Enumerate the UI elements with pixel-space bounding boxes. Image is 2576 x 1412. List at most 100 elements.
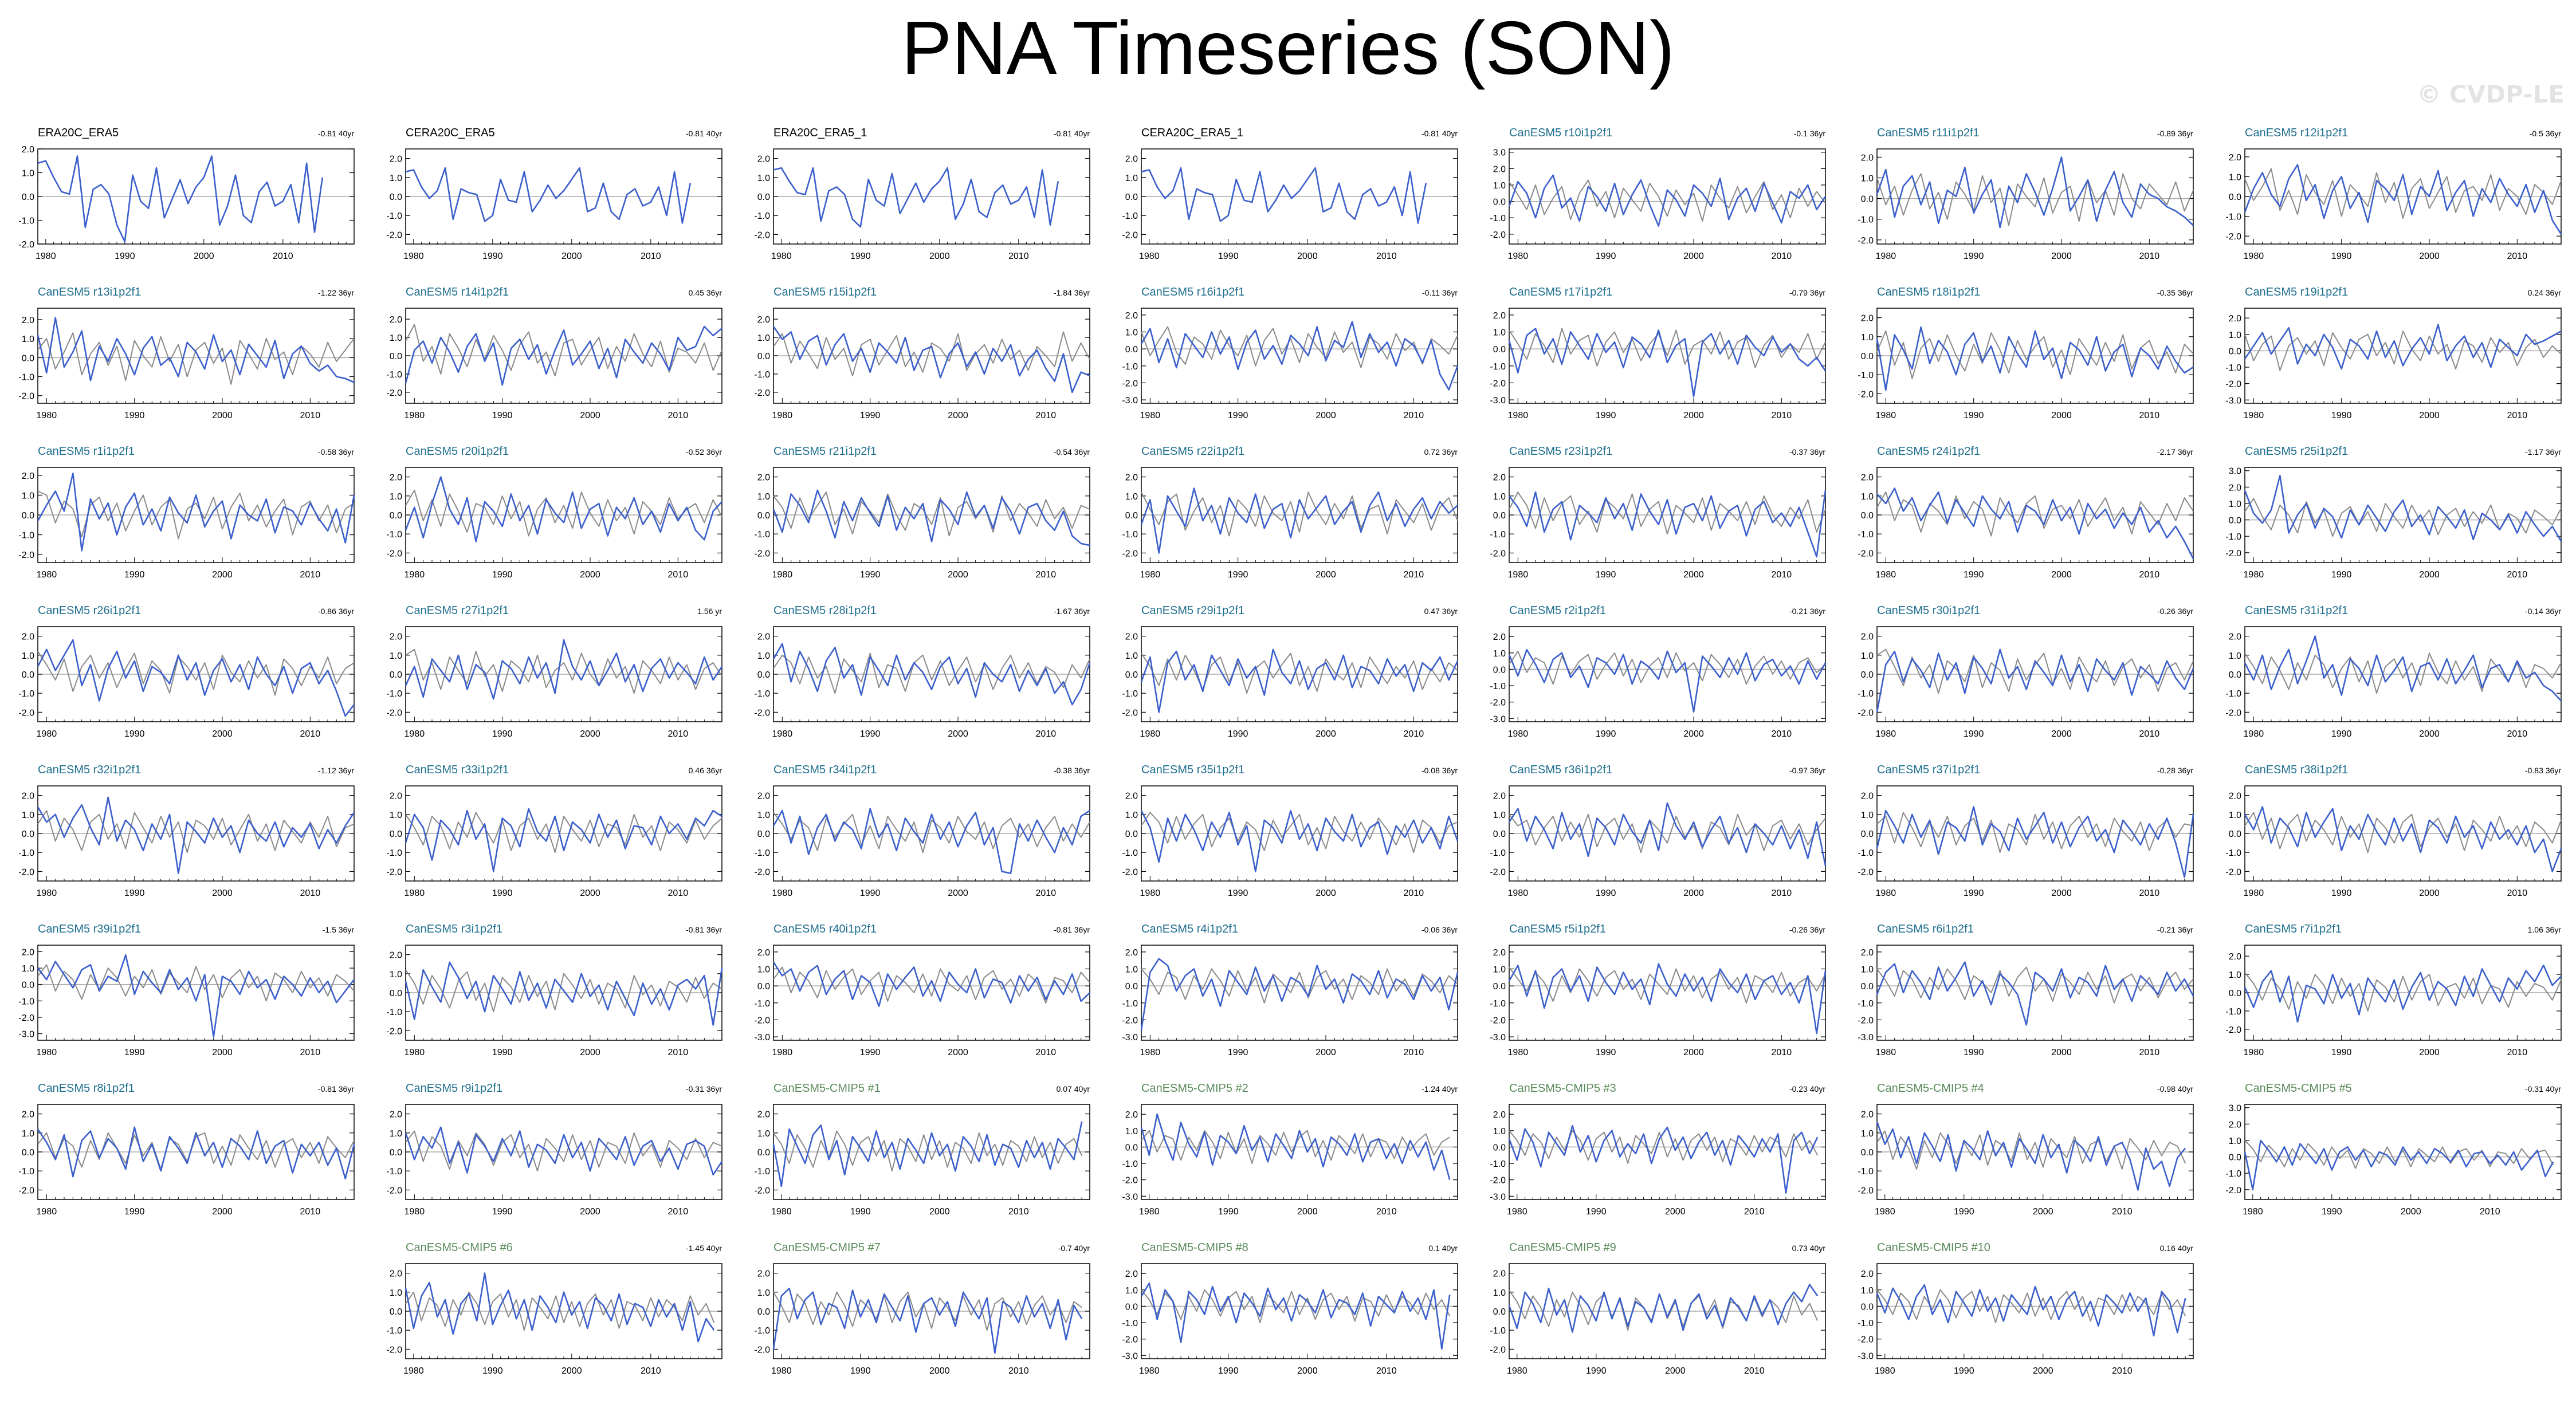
- panel-54: CanESM5-CMIP5 #10 0.16 40yr 2.0 1.0 0.0 -1.0 -…: [1858, 1241, 2194, 1376]
- series-line-primary: [772, 489, 1090, 546]
- y-tick-label: -1.0: [754, 370, 770, 380]
- y-tick-label: 2.0: [390, 315, 402, 325]
- series-line-primary: [1508, 802, 1827, 866]
- y-tick-label: -2.0: [1490, 549, 1506, 558]
- y-tick-label: -1.0: [1858, 848, 1874, 858]
- trend-label: -2.17 36yr: [2157, 447, 2193, 457]
- x-tick-label: 2010: [668, 888, 689, 898]
- panel-title: CanESM5-CMIP5 #7: [773, 1241, 881, 1254]
- y-tick-label: 0.0: [1125, 1302, 1138, 1312]
- y-tick-label: -3.0: [1490, 1192, 1506, 1202]
- y-tick-label: 2.0: [1861, 948, 1874, 958]
- y-tick-label: 1.0: [1493, 811, 1506, 820]
- series-line-primary: [1508, 1284, 1819, 1333]
- x-tick-label: 2000: [2033, 1207, 2053, 1217]
- x-tick-label: 2000: [929, 1366, 950, 1376]
- panel-5: CanESM5 r10i1p2f1 -0.1 36yr 3.0 2.0 1.0 0.0 -1…: [1490, 127, 1827, 261]
- y-tick-label: -2.0: [386, 1186, 402, 1195]
- x-tick-label: 1980: [405, 570, 425, 580]
- y-tick-label: -1.0: [1858, 1319, 1874, 1328]
- series-line-primary: [2244, 635, 2562, 702]
- series-line-primary: [1140, 321, 1459, 391]
- y-tick-label: -2.0: [2225, 1025, 2241, 1035]
- panel-37: CanESM5 r3i1p2f1 -0.81 36yr 2.0 1.0 0.0 -1.0 -…: [386, 923, 723, 1057]
- panel-31: CanESM5 r34i1p2f1 -0.38 36yr 2.0 1.0 0.0 -1.0…: [754, 764, 1090, 898]
- trend-label: 0.46 36yr: [689, 766, 722, 775]
- x-tick-label: 1990: [1964, 1048, 1984, 1057]
- panel-title: CanESM5 r20i1p2f1: [406, 445, 509, 458]
- series-line-primary: [772, 1121, 1083, 1187]
- x-tick-label: 2000: [1316, 888, 1336, 898]
- y-tick-label: -1.0: [1122, 689, 1138, 699]
- series-line-reference: [1141, 326, 1458, 368]
- series-line-primary: [405, 1272, 715, 1343]
- x-tick-label: 2000: [948, 411, 968, 420]
- y-tick-label: 0.0: [1861, 195, 1874, 204]
- x-tick-label: 1990: [2331, 729, 2352, 739]
- y-tick-label: -2.0: [2225, 867, 2241, 877]
- y-tick-label: 0.0: [2229, 989, 2241, 998]
- panel-2: CERA20C_ERA5 -0.81 40yr 2.0 1.0 0.0 -1.0 -2.0 1…: [386, 127, 722, 261]
- x-tick-label: 1990: [1228, 411, 1248, 420]
- y-tick-label: -2.0: [1122, 1335, 1138, 1345]
- watermark: © CVDP-LE: [2417, 80, 2565, 108]
- x-tick-label: 2000: [929, 1207, 950, 1217]
- x-tick-label: 2000: [212, 888, 233, 898]
- y-tick-label: -2.0: [2225, 232, 2241, 242]
- y-tick-label: -1.0: [18, 997, 34, 1006]
- x-tick-label: 1980: [37, 1207, 57, 1217]
- y-tick-label: 1.0: [1861, 651, 1874, 661]
- y-tick-label: -1.0: [18, 531, 34, 541]
- x-tick-label: 2000: [1297, 1207, 1318, 1217]
- trend-label: -0.08 36yr: [1421, 766, 1458, 775]
- plot-frame: [1141, 1104, 1458, 1200]
- x-tick-label: 1980: [1508, 1048, 1529, 1057]
- x-tick-label: 1980: [2244, 1048, 2264, 1057]
- series-line-primary: [772, 1287, 1083, 1354]
- series-line-reference: [773, 1291, 1082, 1331]
- x-tick-label: 1990: [1228, 729, 1248, 739]
- y-tick-label: 2.0: [1861, 632, 1874, 642]
- trend-label: -1.12 36yr: [318, 766, 354, 775]
- y-tick-label: -1.0: [1858, 530, 1874, 540]
- panel-39: CanESM5 r4i1p2f1 -0.06 36yr 2.0 1.0 0.0 -1.0 -…: [1122, 923, 1459, 1057]
- y-tick-label: -3.0: [1122, 1192, 1138, 1202]
- y-tick-label: 2.0: [1125, 948, 1138, 958]
- y-tick-label: 1.0: [1493, 328, 1506, 338]
- y-tick-label: -1.0: [1490, 214, 1506, 223]
- y-tick-label: 2.0: [22, 316, 34, 325]
- y-tick-label: -3.0: [1122, 1351, 1138, 1361]
- series-line-reference: [1509, 491, 1826, 535]
- trend-label: -1.22 36yr: [318, 288, 354, 297]
- x-tick-label: 2000: [2051, 251, 2072, 261]
- trend-label: 0.47 36yr: [1424, 607, 1458, 616]
- panel-title: CanESM5 r34i1p2f1: [773, 764, 877, 776]
- series-line-reference: [773, 812, 1090, 854]
- series-line-reference: [1141, 812, 1458, 854]
- y-tick-label: 2.0: [22, 1110, 34, 1120]
- y-tick-label: -2.0: [18, 240, 34, 250]
- x-tick-label: 1980: [1507, 1207, 1527, 1217]
- y-tick-label: 1.0: [2229, 331, 2241, 340]
- trend-label: -0.89 36yr: [2157, 129, 2193, 138]
- y-tick-label: -2.0: [2225, 708, 2241, 718]
- series-line-reference: [405, 648, 722, 694]
- series-line-primary: [1508, 1124, 1819, 1194]
- y-tick-label: -2.0: [1858, 708, 1874, 718]
- panel-title: CanESM5 r19i1p2f1: [2245, 286, 2348, 298]
- y-tick-label: 0.0: [390, 192, 402, 202]
- panel-title: CanESM5 r39i1p2f1: [38, 923, 141, 935]
- x-tick-label: 2000: [1316, 1048, 1336, 1057]
- x-tick-label: 1980: [1876, 251, 1896, 261]
- x-tick-label: 2010: [2507, 411, 2528, 420]
- y-tick-label: -1.0: [1490, 848, 1506, 858]
- x-tick-label: 2010: [641, 1366, 661, 1376]
- panel-title: CanESM5 r18i1p2f1: [1877, 286, 1980, 298]
- y-tick-label: 1.0: [1125, 492, 1138, 502]
- y-tick-label: -2.0: [754, 230, 770, 240]
- series-line-primary: [37, 317, 355, 383]
- series-line-primary: [405, 167, 692, 224]
- y-tick-label: -1.0: [1122, 1159, 1138, 1169]
- series-line-reference: [405, 324, 722, 377]
- x-tick-label: 1990: [860, 729, 881, 739]
